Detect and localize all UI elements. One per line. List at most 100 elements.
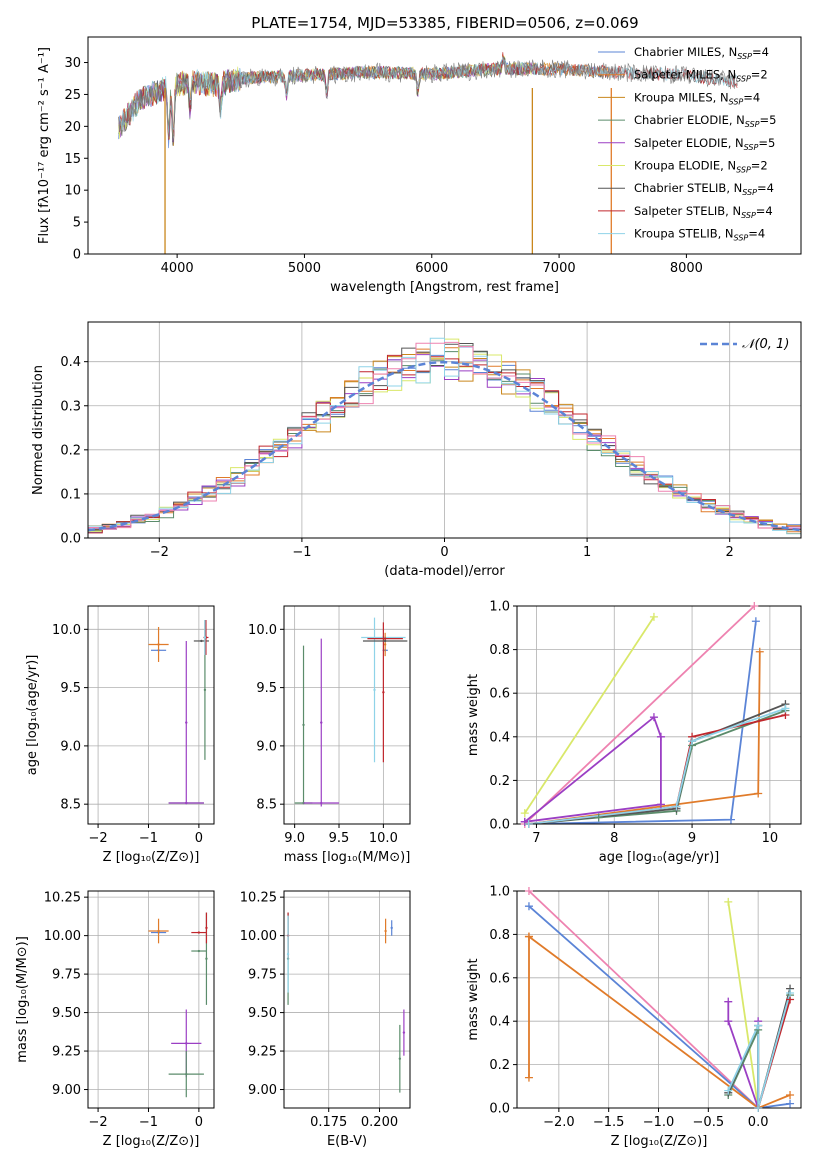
panel-weight_vs_Z: −2.0 −1.5 −1.0 −0.5 0.0 0.0 0.2 0.4 0.6 0.8 1.0 Z [… [466, 885, 802, 1149]
y-tick-label: 5 [73, 216, 81, 231]
y-tick-label: 0.6 [489, 687, 510, 702]
y-tick-label: 10.0 [52, 623, 81, 638]
x-tick-label: 10.0 [369, 831, 398, 846]
axes-frame [87, 890, 215, 1109]
point-marker [205, 957, 208, 960]
y-tick-label: 10.00 [44, 929, 81, 944]
y-tick-label: 0.8 [489, 643, 510, 658]
x-tick-label: 0 [195, 831, 203, 846]
plot-area [528, 891, 791, 1108]
y-tick-label: 0.2 [60, 443, 81, 458]
legend-entry: Kroupa MILES, NSSP=4 [634, 90, 760, 106]
y-tick-label: 10.0 [248, 623, 277, 638]
y-tick-label: 0.3 [60, 399, 81, 414]
legend-entry: Salpeter MILES, NSSP=2 [634, 68, 768, 84]
y-tick-label: 10.25 [44, 891, 81, 906]
y-tick-label: 8.5 [60, 798, 81, 813]
weight-line [528, 707, 786, 824]
y-tick-label: 1.0 [489, 885, 510, 900]
x-tick-label: 7 [532, 831, 540, 846]
error-point [168, 1051, 204, 1098]
weight-marker [755, 647, 764, 656]
y-tick-label: 0.2 [489, 1058, 510, 1073]
y-axis-label: mass [log₁₀(M/M⊙)] [15, 936, 30, 1063]
point-marker [197, 949, 201, 953]
point-marker [398, 1057, 402, 1060]
x-tick-label: −2 [88, 1115, 107, 1130]
weight-line [727, 901, 760, 1108]
point-marker [384, 929, 387, 933]
error-point [205, 912, 208, 944]
x-tick-label: 8000 [670, 261, 703, 276]
point-marker [286, 952, 290, 956]
y-tick-label: 8.5 [256, 798, 277, 813]
figure-title: PLATE=1754, MJD=53385, FIBERID=0506, z=0… [251, 14, 638, 32]
legend-entry: Salpeter ELODIE, NSSP=5 [634, 136, 775, 152]
weight-marker [754, 789, 763, 798]
y-tick-label: 30 [64, 56, 81, 71]
y-tick-label: 9.00 [52, 1083, 81, 1098]
x-tick-label: 9 [688, 831, 696, 846]
x-axis-label: Z [log₁₀(Z/Z⊙)] [611, 1134, 708, 1149]
x-tick-label: 0 [440, 545, 448, 560]
point-marker [302, 723, 305, 727]
x-tick-label: −2 [150, 545, 169, 560]
error-point [402, 1009, 406, 1056]
x-tick-label: −1 [139, 1115, 158, 1130]
y-tick-label: 0.4 [489, 730, 510, 745]
y-tick-label: 9.5 [60, 681, 81, 696]
y-tick-label: 0.0 [489, 1102, 510, 1117]
error-point [398, 1024, 402, 1093]
y-tick-label: 10.25 [240, 891, 277, 906]
point-marker [157, 643, 160, 646]
point-marker [390, 926, 393, 930]
error-point [203, 619, 207, 655]
error-point [302, 645, 305, 805]
panel-mass_vs_Z: −2 −1 0 9.00 9.25 9.50 9.75 10.00 10.25 Z [log₁₀(… [15, 890, 215, 1149]
error-point [148, 626, 169, 662]
weight-line [727, 994, 791, 1108]
x-tick-label: −1.5 [593, 1115, 625, 1130]
weight-line [528, 651, 761, 824]
x-axis-label: Z [log₁₀(Z/Z⊙)] [103, 850, 200, 865]
weight-marker [724, 1017, 733, 1026]
weight-line [727, 992, 791, 1108]
error-point [148, 918, 169, 944]
error-point [362, 639, 408, 643]
weight-marker [724, 897, 733, 906]
point-marker [157, 929, 160, 933]
x-tick-label: −0.5 [693, 1115, 725, 1130]
point-marker [197, 931, 201, 934]
x-tick-label: 10 [762, 831, 779, 846]
point-marker [320, 801, 323, 805]
weight-marker [524, 887, 533, 895]
plot-area [148, 912, 208, 1098]
x-tick-label: 9.0 [284, 831, 305, 846]
error-point [320, 638, 323, 807]
y-tick-label: 0.0 [60, 532, 81, 547]
weight-marker [688, 737, 697, 746]
y-axis-label: mass weight [466, 958, 481, 1040]
x-tick-label: −1 [292, 545, 311, 560]
legend-entry: Salpeter STELIB, NSSP=4 [634, 204, 773, 220]
point-marker [185, 1042, 188, 1045]
x-tick-label: 8 [610, 831, 618, 846]
point-marker [383, 637, 387, 640]
x-axis-label: mass [log₁₀(M/M⊙)] [284, 850, 411, 865]
weight-marker [524, 1073, 533, 1082]
weight-line [528, 891, 759, 1108]
y-tick-label: 10.00 [240, 929, 277, 944]
plot-area [148, 619, 209, 805]
y-tick-label: 9.50 [248, 1006, 277, 1021]
weight-marker [754, 1021, 763, 1030]
x-tick-label: 4000 [161, 261, 194, 276]
axes-frame [87, 605, 215, 825]
weight-marker [726, 815, 735, 824]
x-tick-label: −1.0 [643, 1115, 675, 1130]
error-point [286, 915, 290, 993]
y-tick-label: 9.00 [248, 1083, 277, 1098]
point-marker [383, 643, 387, 646]
legend-entry: Chabrier ELODIE, NSSP=5 [634, 113, 776, 129]
weight-marker [656, 800, 665, 809]
